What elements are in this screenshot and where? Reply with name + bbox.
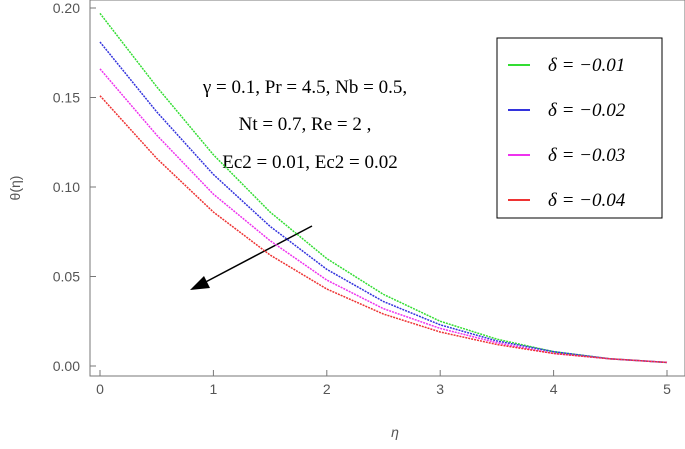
x-tick-label: 2 (323, 381, 331, 397)
legend-label: δ = −0.04 (548, 190, 626, 211)
y-tick-label: 0.20 (53, 0, 80, 16)
series-line (99, 41, 668, 364)
arrow-head (190, 276, 210, 290)
plot-frame (89, 0, 685, 377)
annotation: Ec2 = 0.01, Ec2 = 0.02 (222, 152, 398, 173)
x-axis-label: η (391, 424, 399, 440)
legend-label: δ = −0.01 (548, 55, 625, 76)
y-tick-label: 0.10 (53, 179, 80, 195)
series-line (99, 12, 668, 364)
legend-label: δ = −0.03 (548, 145, 625, 166)
x-tick-label: 0 (96, 381, 104, 397)
annotation: γ = 0.1, Pr = 4.5, Nb = 0.5, (202, 77, 407, 98)
x-tick-label: 3 (436, 381, 444, 397)
y-tick-label: 0.00 (53, 358, 80, 374)
arrow (197, 225, 313, 287)
legend-label: δ = −0.02 (548, 100, 626, 121)
y-tick-label: 0.05 (53, 269, 80, 285)
x-tick-label: 5 (663, 381, 671, 397)
y-tick-label: 0.15 (53, 90, 80, 106)
series-line (99, 95, 668, 364)
x-tick-label: 4 (550, 381, 558, 397)
annotation: Nt = 0.7, Re = 2 , (239, 114, 372, 135)
y-axis-label: θ(η) (7, 176, 23, 201)
legend-box (496, 37, 663, 219)
x-tick-label: 1 (210, 381, 218, 397)
